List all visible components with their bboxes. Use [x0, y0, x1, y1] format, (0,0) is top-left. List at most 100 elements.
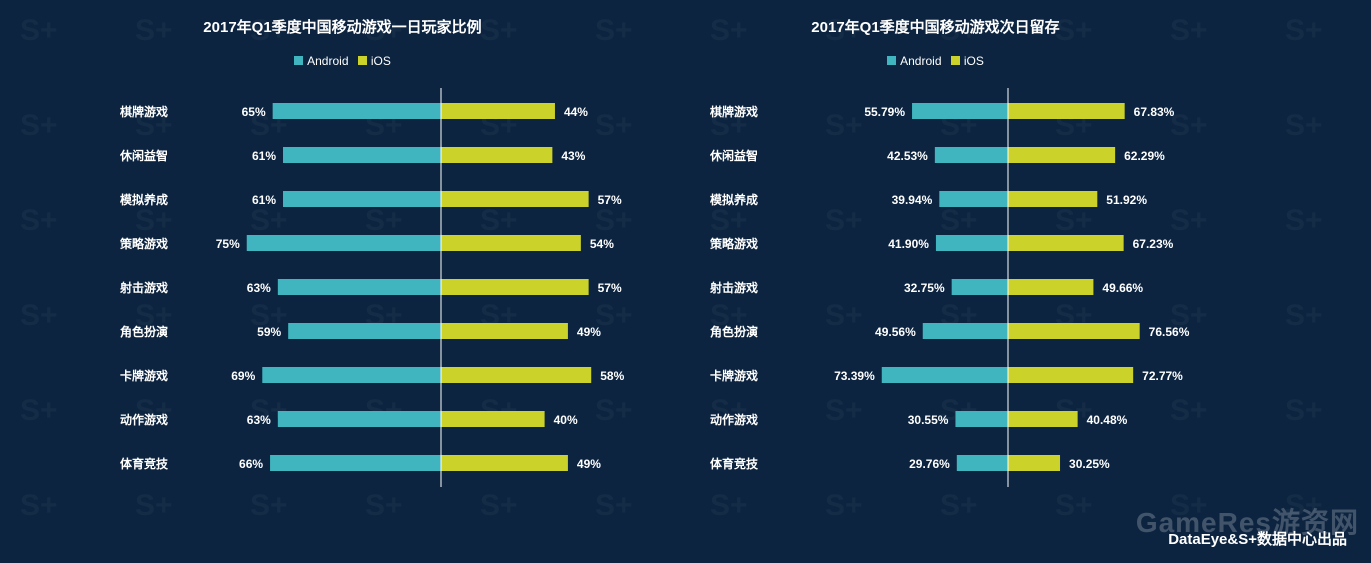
bar-android — [951, 279, 1008, 295]
legend-label-android: Android — [900, 54, 942, 68]
bar-ios — [441, 279, 589, 295]
category-label: 射击游戏 — [709, 280, 758, 295]
data-label-ios: 67.23% — [1133, 237, 1174, 251]
background-pattern-mark: S+ — [250, 14, 288, 47]
background-pattern-mark: S+ — [135, 299, 173, 332]
data-label-android: 65% — [242, 105, 266, 119]
data-label-android: 32.75% — [904, 281, 945, 295]
chart-legend: Android iOS — [0, 54, 685, 68]
bar-android — [939, 191, 1008, 207]
background-pattern-mark: S+ — [135, 394, 173, 427]
legend-swatch-ios — [357, 56, 367, 65]
background-pattern-mark: S+ — [1170, 204, 1208, 237]
data-label-ios: 30.25% — [1069, 457, 1110, 471]
background-pattern-mark: S+ — [595, 14, 633, 47]
background-pattern-mark: S+ — [825, 394, 863, 427]
data-label-ios: 44% — [564, 105, 588, 119]
background-pattern-mark: S+ — [1285, 204, 1323, 237]
data-label-android: 61% — [252, 149, 276, 163]
background-pattern-mark: S+ — [595, 489, 633, 522]
data-label-android: 75% — [216, 237, 240, 251]
background-pattern-mark: S+ — [825, 299, 863, 332]
data-label-android: 66% — [239, 457, 263, 471]
bar-android — [912, 103, 1008, 119]
background-pattern-mark: S+ — [940, 489, 978, 522]
bar-android — [934, 147, 1008, 163]
footer-credit: DataEye&S+数据中心出品 — [1168, 531, 1347, 548]
legend-item-ios: iOS — [950, 54, 984, 68]
background-pattern-mark: S+ — [1285, 489, 1323, 522]
legend-label-android: Android — [307, 54, 349, 68]
bar-android — [881, 367, 1008, 383]
bar-ios — [441, 367, 592, 383]
data-label-android: 73.39% — [834, 369, 875, 383]
data-label-ios: 57% — [598, 193, 622, 207]
background-pattern-mark: S+ — [825, 14, 863, 47]
background-pattern-mark: S+ — [710, 394, 748, 427]
background-pattern-mark: S+ — [20, 299, 58, 332]
legend-item-ios: iOS — [357, 54, 391, 68]
category-label: 角色扮演 — [120, 324, 168, 339]
bar-android — [270, 455, 441, 471]
background-pattern-mark: S+ — [365, 204, 403, 237]
background-pattern-mark: S+ — [480, 14, 518, 47]
background-pattern-mark: S+ — [595, 204, 633, 237]
background-pattern-mark: S+ — [595, 299, 633, 332]
bar-android — [956, 455, 1008, 471]
background-pattern-mark: S+ — [1170, 14, 1208, 47]
bar-android — [283, 147, 441, 163]
data-label-ios: 40.48% — [1087, 413, 1128, 427]
category-label: 角色扮演 — [710, 324, 758, 339]
category-label: 动作游戏 — [710, 412, 758, 427]
category-label: 卡牌游戏 — [710, 368, 758, 383]
bar-ios — [441, 323, 568, 339]
background-pattern-mark: S+ — [710, 299, 748, 332]
background-pattern-mark: S+ — [710, 489, 748, 522]
bar-ios — [1008, 279, 1094, 295]
background-pattern-mark: S+ — [20, 489, 58, 522]
chart-panel-daily-players: 2017年Q1季度中国移动游戏一日玩家比例 Android iOS 棋牌游戏 65… — [0, 0, 685, 563]
bar-chart-next-day-retention: 棋牌游戏 55.79% 67.83% 休闲益智 42.53% 62.29% 模拟养成 39.9… — [709, 88, 1190, 487]
background-pattern-mark: S+ — [710, 14, 748, 47]
background-pattern-mark: S+ — [1170, 489, 1208, 522]
chart-title: 2017年Q1季度中国移动游戏次日留存 — [811, 19, 1060, 36]
category-label: 模拟养成 — [120, 192, 168, 207]
data-label-ios: 72.77% — [1142, 369, 1183, 383]
chart-title: 2017年Q1季度中国移动游戏一日玩家比例 — [203, 19, 482, 36]
watermark-logo: GameRes游资网 — [1135, 507, 1359, 538]
legend-item-android: Android — [887, 54, 942, 68]
background-pattern-mark: S+ — [1285, 299, 1323, 332]
bar-android — [955, 411, 1008, 427]
background-pattern-mark: S+ — [1285, 109, 1323, 142]
data-label-ios: 54% — [590, 237, 614, 251]
background-pattern-mark: S+ — [940, 14, 978, 47]
bar-android — [262, 367, 441, 383]
bar-android — [935, 235, 1008, 251]
background-pattern-mark: S+ — [1170, 394, 1208, 427]
background-pattern-mark: S+ — [250, 489, 288, 522]
category-label: 卡牌游戏 — [120, 368, 168, 383]
legend-swatch-android — [887, 56, 897, 65]
bar-ios — [1008, 367, 1134, 383]
data-label-android: 69% — [231, 369, 255, 383]
bar-android — [272, 103, 441, 119]
bar-ios — [441, 455, 568, 471]
data-label-ios: 76.56% — [1149, 325, 1190, 339]
background-pattern-mark: S+ — [825, 109, 863, 142]
data-label-android: 59% — [257, 325, 281, 339]
chart-legend: Android iOS — [593, 54, 1278, 68]
category-label: 棋牌游戏 — [120, 104, 168, 119]
background-pattern-mark: S+ — [825, 489, 863, 522]
background-pattern-mark: S+ — [20, 109, 58, 142]
category-label: 休闲益智 — [119, 148, 168, 163]
bar-ios — [441, 411, 545, 427]
bar-ios — [1008, 323, 1140, 339]
data-label-android: 29.76% — [909, 457, 950, 471]
legend-swatch-android — [294, 56, 304, 65]
category-label: 体育竞技 — [120, 456, 169, 471]
bar-ios — [441, 147, 553, 163]
background-pattern-mark: S+ — [825, 204, 863, 237]
background-pattern-mark: S+ — [365, 489, 403, 522]
category-label: 射击游戏 — [119, 280, 168, 295]
bar-android — [246, 235, 441, 251]
